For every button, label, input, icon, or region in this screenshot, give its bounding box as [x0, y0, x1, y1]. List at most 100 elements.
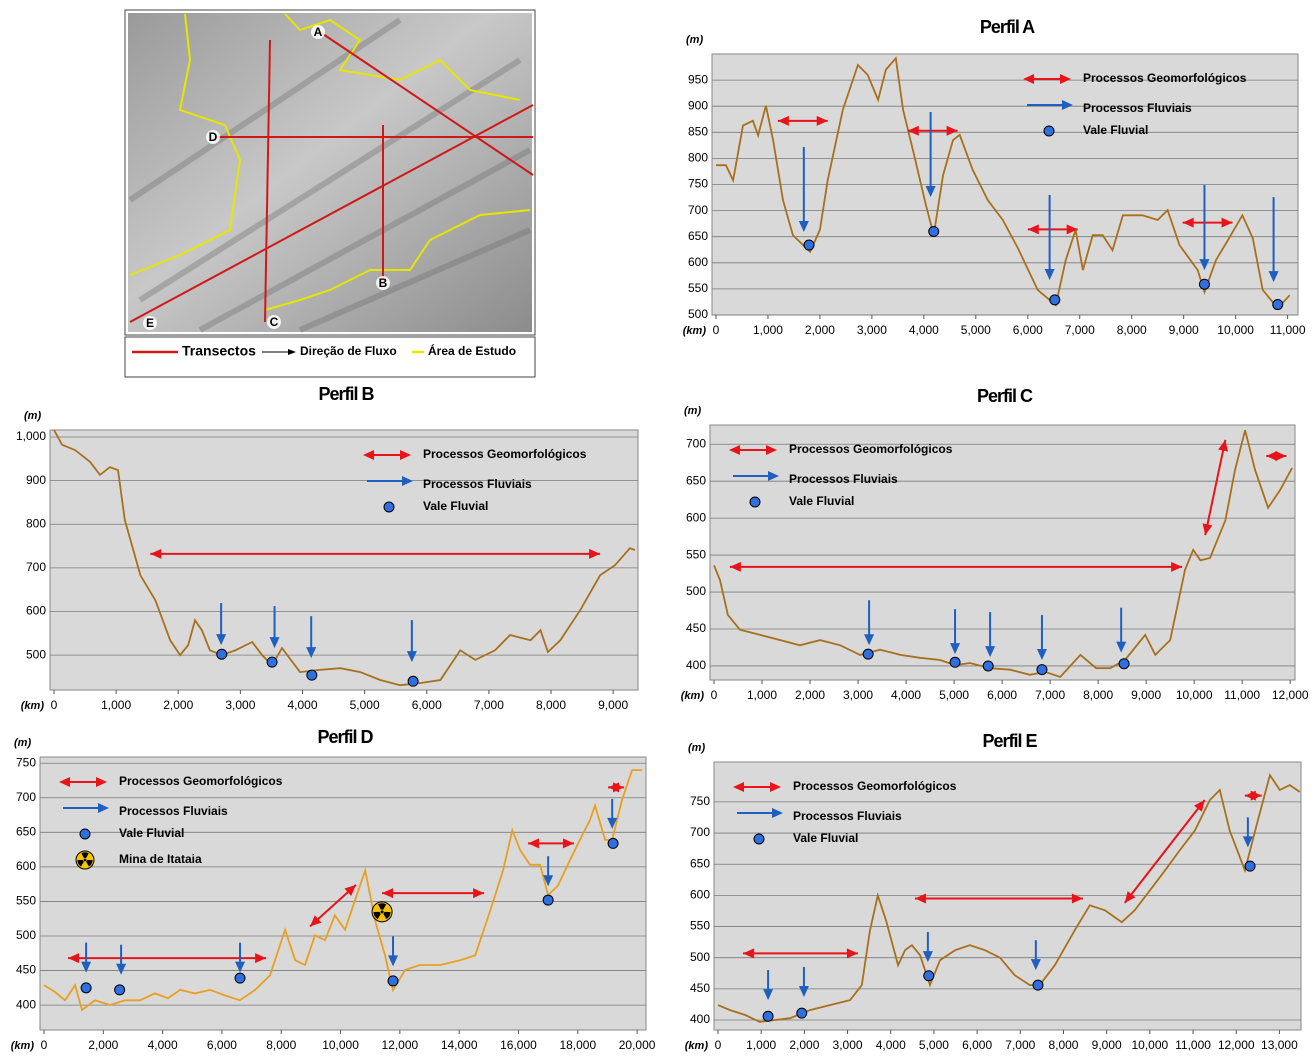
map-legend-label: Direção de Fluxo	[300, 344, 397, 358]
x-tick-label: 8,000	[266, 1038, 296, 1052]
valley-point	[217, 649, 227, 659]
legend-symbol	[754, 834, 764, 844]
radiation-center	[84, 859, 87, 862]
x-tick-label: 0	[51, 698, 58, 712]
y-tick-label: 700	[690, 825, 710, 839]
x-tick-label: 6,000	[412, 698, 442, 712]
y-tick-label: 550	[690, 919, 710, 933]
y-tick-label: 700	[16, 790, 36, 804]
x-tick-label: 3,000	[833, 1038, 863, 1052]
map-legend-label: Área de Estudo	[428, 343, 516, 358]
legend-label: Vale Fluvial	[1083, 123, 1148, 137]
legend-symbol	[80, 829, 90, 839]
x-tick-label: 3,000	[225, 698, 255, 712]
y-tick-label: 900	[688, 98, 708, 112]
y-axis-label: (m)	[688, 742, 705, 754]
radiation-center	[381, 910, 384, 913]
x-tick-label: 9,000	[1131, 688, 1161, 702]
x-tick-label: 7,000	[1035, 688, 1065, 702]
x-tick-label: 11,000	[1175, 1038, 1211, 1052]
map-label: E	[146, 316, 154, 330]
x-tick-label: 10,000	[322, 1038, 359, 1052]
map-legend-label: Transectos	[182, 343, 256, 359]
valley-point	[81, 983, 91, 993]
legend-label: Processos Geomorfológicos	[1083, 71, 1247, 85]
legend-label: Processos Geomorfológicos	[423, 447, 587, 461]
valley-point	[983, 661, 993, 671]
x-tick-label: 5,000	[350, 698, 380, 712]
y-tick-label: 650	[16, 825, 36, 839]
x-tick-label: 10,000	[1176, 688, 1213, 702]
x-tick-label: 8,000	[1117, 323, 1147, 337]
x-tick-label: 8,000	[1048, 1038, 1078, 1052]
map-label: A	[314, 25, 323, 39]
page: ABCDE Transectos Direção de Fluxo Área d…	[0, 0, 1312, 1064]
x-tick-label: 6,000	[987, 688, 1017, 702]
y-tick-label: 450	[686, 621, 706, 635]
y-axis-label: (m)	[686, 34, 703, 46]
y-axis-label: (m)	[14, 737, 31, 749]
x-axis-label: (km)	[683, 325, 707, 337]
x-tick-label: 5,000	[939, 688, 969, 702]
map: ABCDE Transectos Direção de Fluxo Área d…	[125, 10, 535, 377]
legend-label: Processos Fluviais	[119, 804, 228, 818]
y-tick-label: 600	[16, 859, 36, 873]
x-tick-label: 20,000	[619, 1038, 656, 1052]
legend-symbol	[1044, 126, 1054, 136]
legend-label: Vale Fluvial	[793, 831, 858, 845]
x-tick-label: 4,000	[148, 1038, 178, 1052]
valley-point	[924, 971, 934, 981]
valley-point	[1033, 980, 1043, 990]
y-tick-label: 500	[686, 584, 706, 598]
legend-label: Processos Fluviais	[793, 809, 902, 823]
x-tick-label: 4,000	[876, 1038, 906, 1052]
x-tick-label: 3,000	[843, 688, 873, 702]
x-tick-label: 10,000	[1217, 323, 1254, 337]
legend-label: Mina de Itataia	[119, 852, 202, 866]
y-tick-label: 800	[688, 151, 708, 165]
y-tick-label: 700	[688, 203, 708, 217]
valley-point	[863, 649, 873, 659]
x-tick-label: 9,000	[1169, 323, 1199, 337]
x-tick-label: 7,000	[1065, 323, 1095, 337]
x-tick-label: 16,000	[500, 1038, 537, 1052]
y-tick-label: 600	[688, 255, 708, 269]
valley-point	[408, 676, 418, 686]
y-tick-label: 550	[16, 894, 36, 908]
y-tick-label: 500	[688, 307, 708, 321]
y-tick-label: 1,000	[16, 429, 46, 443]
legend-label: Processos Fluviais	[1083, 101, 1192, 115]
x-tick-label: 6,000	[207, 1038, 237, 1052]
x-tick-label: 1,000	[747, 688, 777, 702]
plot-area	[710, 425, 1295, 680]
x-tick-label: 12,000	[1218, 1038, 1255, 1052]
x-axis-label: (km)	[685, 1040, 709, 1052]
valley-point	[1245, 861, 1255, 871]
y-axis-label: (m)	[684, 405, 701, 417]
x-tick-label: 0	[713, 323, 720, 337]
x-tick-label: 12,000	[382, 1038, 419, 1052]
map-label: C	[270, 315, 279, 329]
valley-point	[1050, 295, 1060, 305]
x-tick-label: 6,000	[962, 1038, 992, 1052]
x-tick-label: 1,000	[753, 323, 783, 337]
y-tick-label: 400	[686, 658, 706, 672]
y-tick-label: 600	[690, 888, 710, 902]
x-tick-label: 13,000	[1261, 1038, 1298, 1052]
y-tick-label: 750	[16, 755, 36, 769]
valley-point	[1037, 665, 1047, 675]
valley-point	[1119, 659, 1129, 669]
valley-point	[1273, 300, 1283, 310]
legend-symbol	[384, 502, 394, 512]
chart-title: Perfil E	[982, 731, 1037, 751]
x-tick-label: 4,000	[287, 698, 317, 712]
valley-point	[235, 973, 245, 983]
legend-label: Processos Geomorfológicos	[119, 774, 283, 788]
x-tick-label: 7,000	[1005, 1038, 1035, 1052]
x-tick-label: 11,000	[1224, 688, 1260, 702]
valley-point	[804, 240, 814, 250]
x-tick-label: 5,000	[919, 1038, 949, 1052]
x-axis-label: (km)	[681, 690, 705, 702]
legend-label: Processos Geomorfológicos	[793, 779, 957, 793]
y-tick-label: 900	[26, 473, 46, 487]
